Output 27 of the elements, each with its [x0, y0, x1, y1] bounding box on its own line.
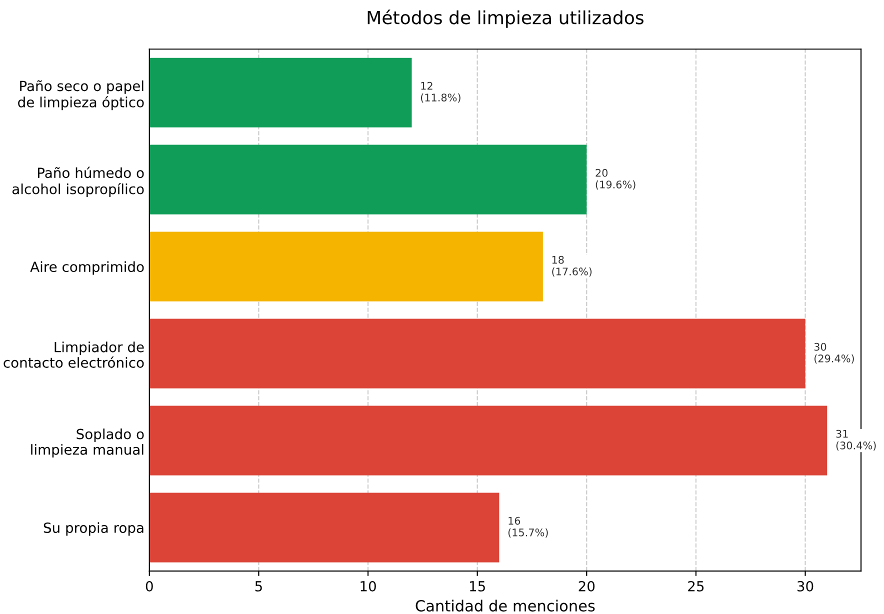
bar	[149, 318, 806, 388]
y-tick-label: Limpiador de contacto electrónico	[4, 342, 144, 368]
data-label: 18 (17.6%)	[552, 256, 592, 277]
x-axis-title: Cantidad de menciones	[416, 600, 595, 612]
y-tick-label: Paño húmedo o alcohol isopropílico	[12, 166, 144, 197]
x-tick-label: 10	[360, 580, 376, 592]
bar	[149, 406, 828, 476]
y-tick-label: Aire comprimido	[30, 261, 144, 275]
chart-title: Métodos de limpieza utilizados	[368, 10, 644, 28]
bar	[149, 144, 587, 214]
x-tick-label: 15	[470, 581, 485, 592]
data-label: 31 (30.4%)	[836, 430, 876, 451]
data-label: 30 (29.4%)	[814, 342, 854, 364]
x-tick-label: 5	[255, 581, 262, 592]
bar	[149, 232, 543, 302]
x-tick-label: 0	[146, 580, 153, 592]
bar	[149, 492, 500, 562]
data-label: 12 (11.8%)	[420, 82, 460, 103]
data-label: 16 (15.7%)	[508, 516, 548, 538]
y-tick-label: Soplado o limpieza manual	[31, 428, 144, 458]
x-tick-label: 25	[688, 580, 704, 592]
y-tick-label: Su propia ropa	[44, 522, 144, 536]
data-label: 20 (19.6%)	[596, 168, 636, 190]
x-tick-label: 30	[797, 580, 814, 592]
x-tick-label: 20	[578, 580, 595, 592]
y-tick-label: Paño seco o papel de limpieza óptico	[18, 80, 144, 110]
bar	[149, 58, 412, 128]
